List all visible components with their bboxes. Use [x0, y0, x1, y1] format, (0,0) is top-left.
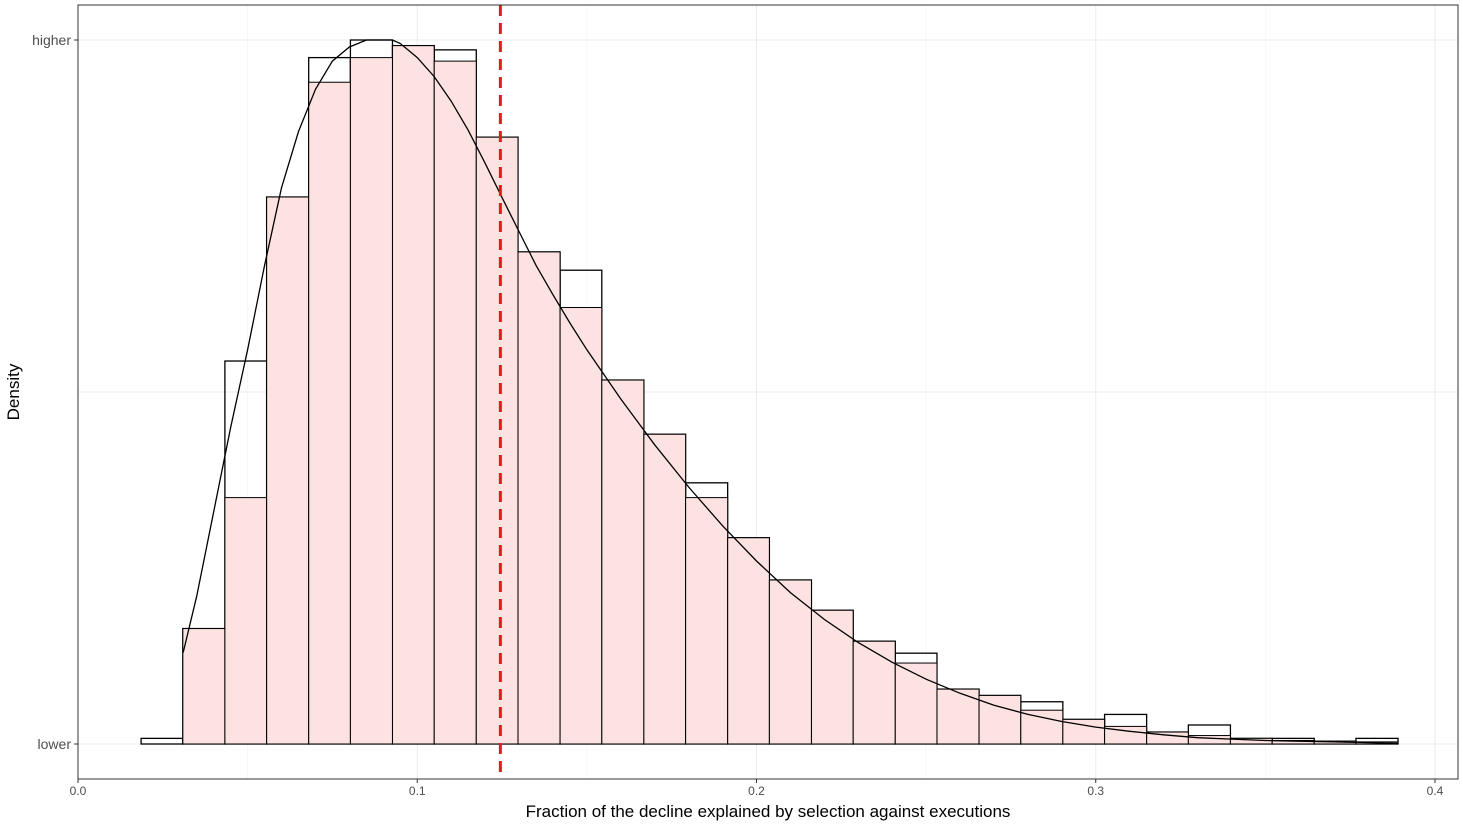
density-bar [308, 81, 351, 745]
density-bar [391, 45, 435, 745]
density-bar [685, 497, 729, 745]
density-curve [182, 39, 1398, 744]
density-bar [224, 497, 268, 745]
y-tick-label-higher: higher [32, 32, 71, 48]
x-tick-label: 0.4 [1427, 784, 1444, 798]
density-bar [182, 628, 226, 745]
density-bar [852, 640, 896, 745]
density-filled-bars [182, 45, 1399, 745]
density-bar [727, 537, 770, 745]
density-bar [349, 57, 393, 745]
x-tick-label: 0.3 [1087, 784, 1104, 798]
density-bar [266, 196, 310, 745]
density-bar [433, 60, 477, 745]
density-bar [643, 433, 687, 745]
y-tick-label-lower: lower [38, 736, 72, 752]
y-axis: lower higher [32, 32, 78, 752]
density-bar [601, 379, 645, 745]
x-axis: 0.0 0.1 0.2 0.3 0.4 [70, 779, 1444, 798]
density-bar [517, 251, 561, 745]
density-bar [475, 136, 519, 745]
x-tick-label: 0.2 [748, 784, 765, 798]
x-tick-label: 0.0 [70, 784, 87, 798]
density-bar [1020, 709, 1064, 745]
density-bar [559, 307, 603, 745]
x-axis-title: Fraction of the decline explained by sel… [526, 802, 1011, 821]
density-bar [936, 688, 980, 745]
plot-border [77, 4, 1459, 780]
density-bar [894, 662, 938, 745]
x-tick-label: 0.1 [409, 784, 426, 798]
density-bar [810, 609, 854, 745]
y-axis-title: Density [4, 363, 23, 420]
